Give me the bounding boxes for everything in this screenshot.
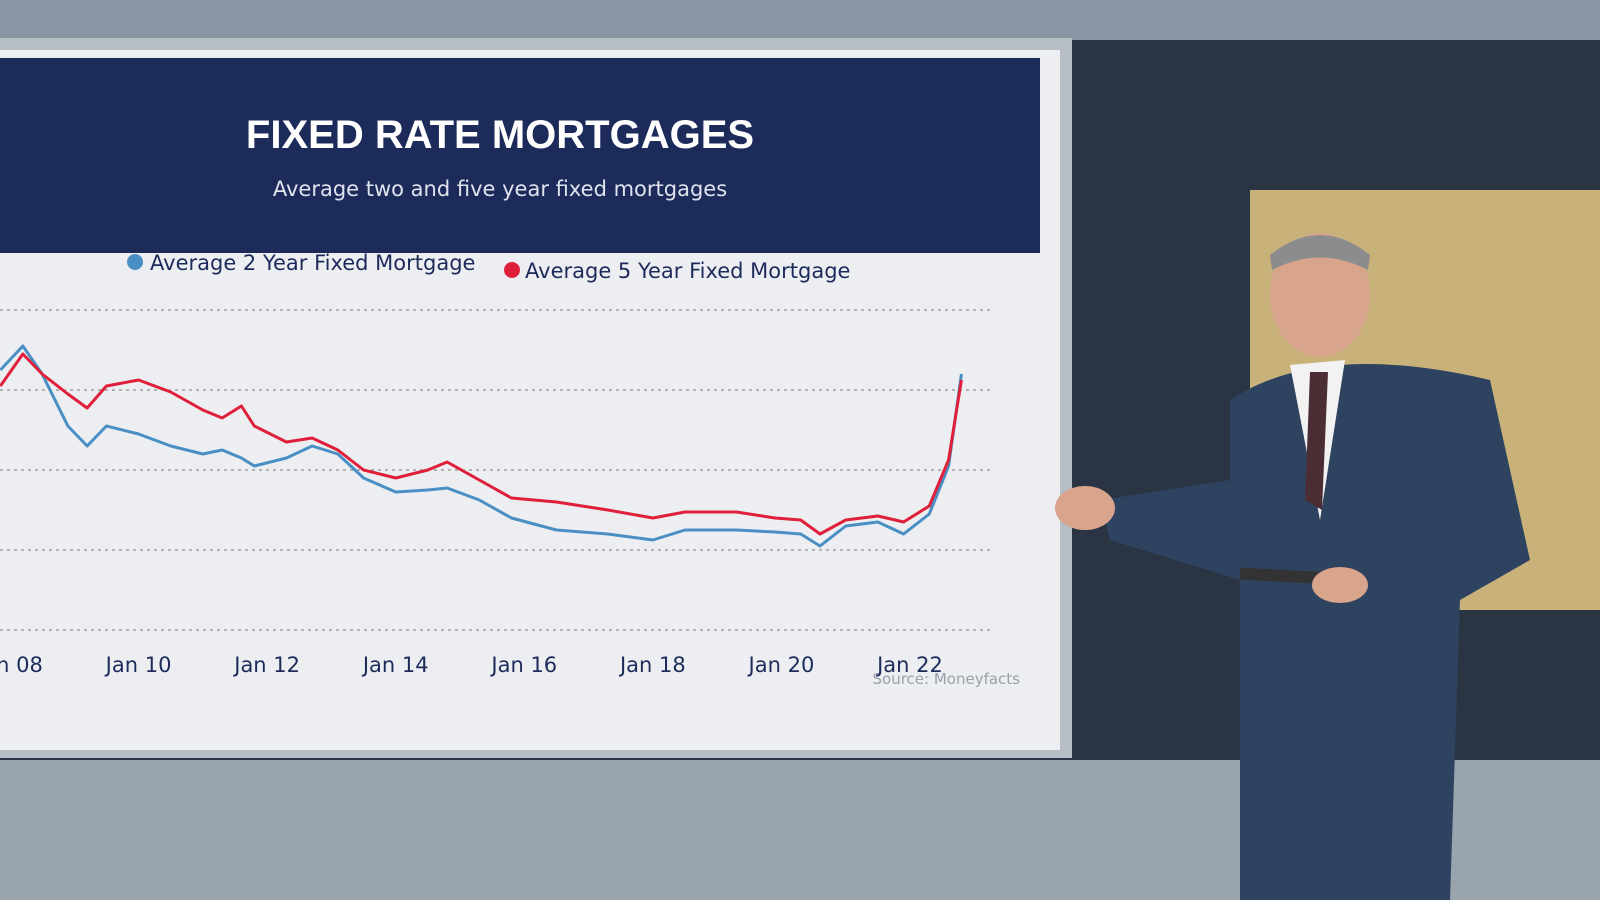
legend-swatch	[127, 254, 143, 270]
x-tick-label: Jan 08	[0, 653, 43, 677]
legend-label: Average 2 Year Fixed Mortgage	[150, 251, 475, 275]
series-line	[0, 344, 963, 548]
x-tick-label: Jan 12	[232, 653, 300, 677]
x-tick-label: Jan 14	[361, 653, 429, 677]
chart-subtitle: Average two and five year fixed mortgage…	[273, 177, 727, 201]
x-tick-label: Jan 22	[875, 653, 943, 677]
header-band	[0, 58, 1040, 253]
plot: Jan 08 Jan 10 Jan 12 Jan 14 Jan 16 Jan 18 Jan …	[0, 309, 990, 677]
x-tick-label: Jan 16	[489, 653, 557, 677]
presenter	[1055, 233, 1530, 900]
chart-title: FIXED RATE MORTGAGES	[246, 113, 754, 157]
ceiling	[0, 0, 1600, 40]
x-tick-label: Jan 10	[104, 653, 172, 677]
source-note: Source: Moneyfacts	[873, 670, 1021, 688]
series-line	[0, 352, 963, 536]
legend-swatch	[504, 262, 520, 278]
x-tick-label: Jan 18	[618, 653, 686, 677]
x-tick-label: Jan 20	[747, 653, 815, 677]
legend-label: Average 5 Year Fixed Mortgage	[525, 259, 850, 283]
